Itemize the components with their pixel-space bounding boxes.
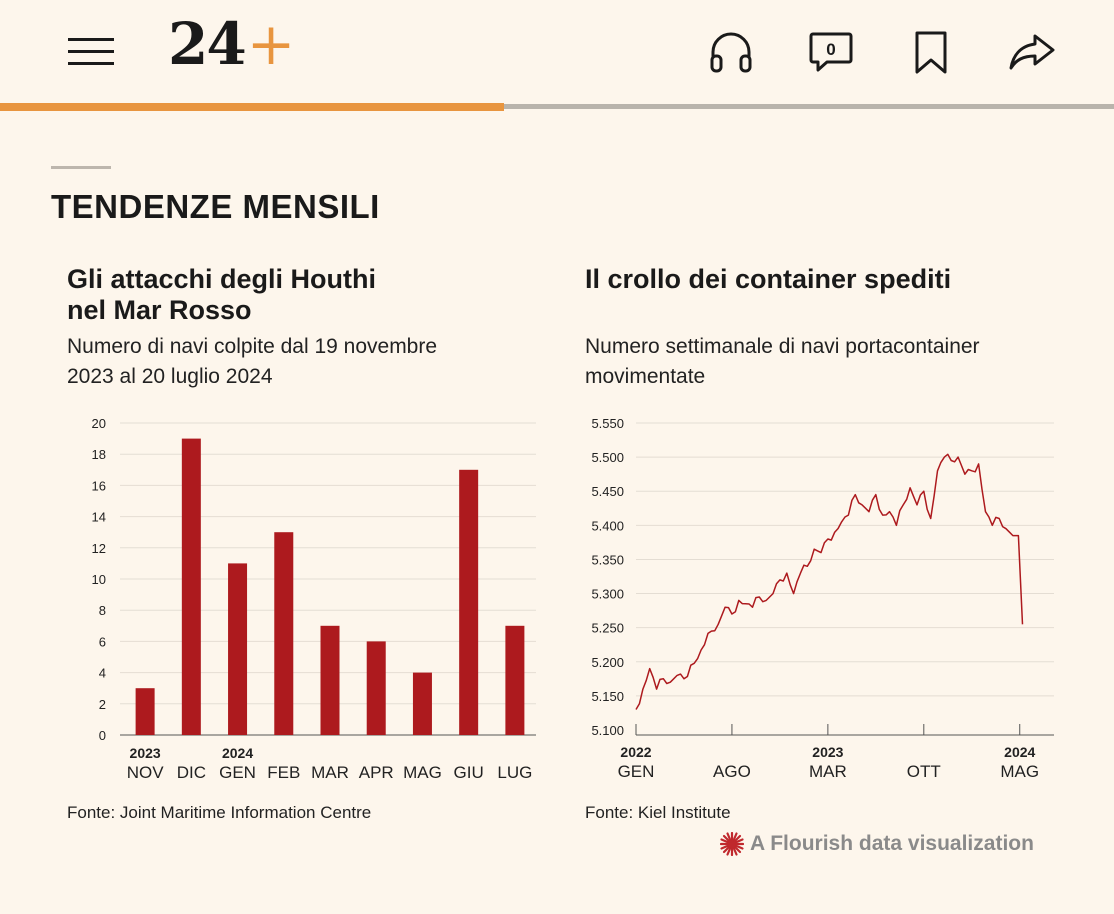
left-chart-title: Gli attacchi degli Houthi nel Mar Rosso bbox=[67, 264, 376, 326]
right-chart-source: Fonte: Kiel Institute bbox=[585, 803, 731, 822]
bar-x-year-label: 2023 bbox=[130, 745, 161, 761]
line-x-tick-label: AGO bbox=[713, 762, 751, 781]
headphones-icon[interactable] bbox=[707, 28, 755, 76]
bar-y-tick-label: 0 bbox=[99, 728, 106, 743]
line-x-year-label: 2022 bbox=[620, 744, 651, 760]
line-y-tick-label: 5.150 bbox=[591, 689, 624, 704]
line-y-tick-label: 5.100 bbox=[591, 723, 624, 738]
bar-y-tick-label: 18 bbox=[92, 447, 106, 462]
line-y-tick-label: 5.400 bbox=[591, 518, 624, 533]
section-title: TENDENZE MENSILI bbox=[51, 188, 380, 225]
bar-y-tick-label: 2 bbox=[99, 697, 106, 712]
bar-x-tick-label: DIC bbox=[177, 763, 206, 782]
right-chart-title: Il crollo dei container spediti bbox=[585, 264, 952, 294]
bar-x-tick-label: APR bbox=[359, 763, 394, 782]
share-icon[interactable] bbox=[1007, 28, 1055, 76]
flourish-credit-link[interactable]: A Flourish data visualization bbox=[720, 832, 1034, 856]
bar-x-tick-label: LUG bbox=[497, 763, 532, 782]
left-chart-source: Fonte: Joint Maritime Information Centre bbox=[67, 803, 372, 822]
line-x-year-label: 2024 bbox=[1004, 744, 1035, 760]
reading-progress-bar bbox=[0, 103, 1114, 111]
line-x-year-label: 2023 bbox=[812, 744, 843, 760]
flourish-label: A Flourish data visualization bbox=[750, 832, 1034, 855]
reading-progress-fill bbox=[0, 103, 504, 111]
bar-dic bbox=[181, 438, 201, 735]
bar-x-tick-label: MAR bbox=[311, 763, 349, 782]
line-y-tick-label: 5.200 bbox=[591, 655, 624, 670]
bar-lug bbox=[505, 625, 525, 735]
bar-x-tick-label: GIU bbox=[454, 763, 484, 782]
bar-nov bbox=[135, 688, 155, 735]
bar-x-tick-label: MAG bbox=[403, 763, 442, 782]
line-x-tick-label: GEN bbox=[618, 762, 655, 781]
bar-y-tick-label: 20 bbox=[92, 416, 106, 431]
line-y-tick-label: 5.350 bbox=[591, 552, 624, 567]
line-y-tick-label: 5.450 bbox=[591, 484, 624, 499]
bar-y-tick-label: 4 bbox=[99, 666, 106, 681]
site-header: 24+ 0 bbox=[0, 0, 1114, 105]
left-chart-title-line1: Gli attacchi degli Houthi bbox=[67, 264, 377, 294]
bar-y-tick-label: 8 bbox=[99, 603, 106, 618]
bar-mag bbox=[412, 672, 432, 735]
right-chart-subtitle-line1: Numero settimanale di navi portacontaine… bbox=[585, 335, 980, 358]
bar-feb bbox=[274, 532, 294, 735]
left-chart-subtitle-line1: Numero di navi colpite dal 19 novembre bbox=[67, 335, 438, 358]
section-rule bbox=[51, 166, 111, 169]
bar-y-tick-label: 14 bbox=[92, 510, 106, 525]
menu-icon[interactable] bbox=[68, 36, 114, 68]
bar-apr bbox=[366, 641, 386, 735]
bar-x-tick-label: GEN bbox=[219, 763, 256, 782]
comment-icon[interactable]: 0 bbox=[807, 28, 855, 76]
line-y-tick-label: 5.500 bbox=[591, 450, 624, 465]
bar-chart: 0 2 4 6 8 10 12 14 16 18 20 NOV 2023 DIC GEN 2024 FEB MAR… bbox=[92, 416, 536, 782]
bar-y-tick-label: 16 bbox=[92, 478, 106, 493]
left-chart-subtitle-line2: 2023 al 20 luglio 2024 bbox=[67, 365, 273, 388]
line-x-tick-label: MAR bbox=[809, 762, 847, 781]
line-x-tick-label: MAG bbox=[1000, 762, 1039, 781]
line-series-path bbox=[635, 453, 1024, 710]
comments-count: 0 bbox=[826, 40, 835, 59]
bar-giu bbox=[459, 469, 479, 735]
bar-x-tick-label: NOV bbox=[127, 763, 165, 782]
flourish-burst-icon bbox=[720, 832, 744, 856]
bar-x-tick-label: FEB bbox=[267, 763, 300, 782]
bar-y-tick-label: 6 bbox=[99, 634, 106, 649]
left-chart-subtitle: Numero di navi colpite dal 19 novembre 2… bbox=[67, 332, 437, 392]
line-x-tick-label: OTT bbox=[907, 762, 941, 781]
bar-y-tick-label: 12 bbox=[92, 541, 106, 556]
right-chart-subtitle-line2: movimentate bbox=[585, 365, 706, 388]
right-chart-subtitle: Numero settimanale di navi portacontaine… bbox=[585, 332, 980, 392]
logo-plus: + bbox=[246, 10, 296, 78]
logo-main: 24 bbox=[168, 10, 247, 78]
site-logo[interactable]: 24+ bbox=[168, 10, 296, 78]
line-y-tick-label: 5.250 bbox=[591, 621, 624, 636]
bookmark-icon[interactable] bbox=[907, 28, 955, 76]
bar-y-tick-label: 10 bbox=[92, 572, 106, 587]
bar-x-year-label: 2024 bbox=[222, 745, 253, 761]
bar-gen bbox=[228, 563, 248, 735]
left-chart-title-line2: nel Mar Rosso bbox=[67, 295, 252, 325]
line-chart: 5.100 5.150 5.200 5.250 5.300 5.350 5.400 5.450… bbox=[591, 416, 1054, 781]
line-y-tick-label: 5.300 bbox=[591, 587, 624, 602]
line-y-tick-label: 5.550 bbox=[591, 416, 624, 431]
bar-mar bbox=[320, 625, 340, 735]
